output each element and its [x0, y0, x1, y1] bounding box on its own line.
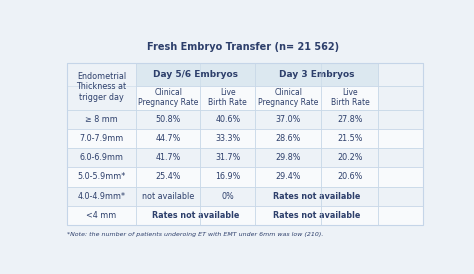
- Text: 4.0-4.9mm*: 4.0-4.9mm*: [77, 192, 125, 201]
- Bar: [200, 167, 255, 187]
- Bar: [321, 148, 378, 167]
- Text: 16.9%: 16.9%: [215, 172, 240, 181]
- Bar: [255, 110, 321, 129]
- Bar: [66, 148, 136, 167]
- Bar: [66, 129, 136, 148]
- Text: Endometrial
Thickness at
trigger day: Endometrial Thickness at trigger day: [76, 72, 127, 102]
- Text: 28.6%: 28.6%: [276, 134, 301, 143]
- Text: Day 3 Embryos: Day 3 Embryos: [279, 70, 355, 79]
- Bar: [321, 167, 378, 187]
- Bar: [200, 110, 255, 129]
- Bar: [378, 129, 423, 148]
- Bar: [255, 187, 321, 206]
- Text: 31.7%: 31.7%: [215, 153, 240, 162]
- Bar: [136, 129, 200, 148]
- Text: 29.8%: 29.8%: [276, 153, 301, 162]
- Text: 27.8%: 27.8%: [337, 115, 363, 124]
- Text: Day 5/6 Embryos: Day 5/6 Embryos: [153, 70, 238, 79]
- Bar: [321, 187, 378, 206]
- Text: Live
Birth Rate: Live Birth Rate: [330, 88, 369, 107]
- Text: Fresh Embryo Transfer (n= 21 562): Fresh Embryo Transfer (n= 21 562): [147, 42, 339, 52]
- Bar: [255, 167, 321, 187]
- Bar: [136, 167, 200, 187]
- Text: 37.0%: 37.0%: [276, 115, 301, 124]
- Bar: [255, 148, 321, 167]
- Text: Rates not available: Rates not available: [152, 211, 239, 220]
- Text: <4 mm: <4 mm: [86, 211, 117, 220]
- Bar: [136, 148, 200, 167]
- Text: 20.2%: 20.2%: [337, 153, 363, 162]
- Bar: [136, 206, 200, 225]
- Text: Clinical
Pregnancy Rate: Clinical Pregnancy Rate: [258, 88, 319, 107]
- Text: 25.4%: 25.4%: [155, 172, 181, 181]
- Text: 21.5%: 21.5%: [337, 134, 363, 143]
- Text: Rates not available: Rates not available: [273, 192, 361, 201]
- Bar: [378, 167, 423, 187]
- Text: 29.4%: 29.4%: [276, 172, 301, 181]
- Bar: [255, 206, 321, 225]
- Text: ≥ 8 mm: ≥ 8 mm: [85, 115, 118, 124]
- Text: Rates not available: Rates not available: [273, 211, 361, 220]
- Bar: [66, 167, 136, 187]
- Text: *Note: the number of patients underoing ET with EMT under 6mm was low (210).: *Note: the number of patients underoing …: [66, 232, 323, 237]
- Bar: [321, 110, 378, 129]
- Bar: [200, 206, 255, 225]
- Text: 44.7%: 44.7%: [155, 134, 181, 143]
- Bar: [66, 110, 136, 129]
- Bar: [136, 110, 200, 129]
- Bar: [200, 148, 255, 167]
- Text: Live
Birth Rate: Live Birth Rate: [209, 88, 247, 107]
- Text: 5.0-5.9mm*: 5.0-5.9mm*: [77, 172, 126, 181]
- Bar: [255, 129, 321, 148]
- Bar: [200, 187, 255, 206]
- Bar: [378, 206, 423, 225]
- Text: 33.3%: 33.3%: [215, 134, 240, 143]
- Text: 40.6%: 40.6%: [215, 115, 240, 124]
- Bar: [378, 110, 423, 129]
- Text: 7.0-7.9mm: 7.0-7.9mm: [79, 134, 123, 143]
- Bar: [200, 129, 255, 148]
- Text: Clinical
Pregnancy Rate: Clinical Pregnancy Rate: [138, 88, 198, 107]
- Bar: [66, 206, 136, 225]
- Bar: [321, 206, 378, 225]
- Text: 50.8%: 50.8%: [155, 115, 181, 124]
- Bar: [321, 129, 378, 148]
- Text: 20.6%: 20.6%: [337, 172, 363, 181]
- Text: 6.0-6.9mm: 6.0-6.9mm: [79, 153, 123, 162]
- Text: 0%: 0%: [221, 192, 234, 201]
- Bar: [66, 187, 136, 206]
- Text: 41.7%: 41.7%: [155, 153, 181, 162]
- Bar: [378, 148, 423, 167]
- Text: not available: not available: [142, 192, 194, 201]
- Bar: [378, 187, 423, 206]
- Bar: [136, 187, 200, 206]
